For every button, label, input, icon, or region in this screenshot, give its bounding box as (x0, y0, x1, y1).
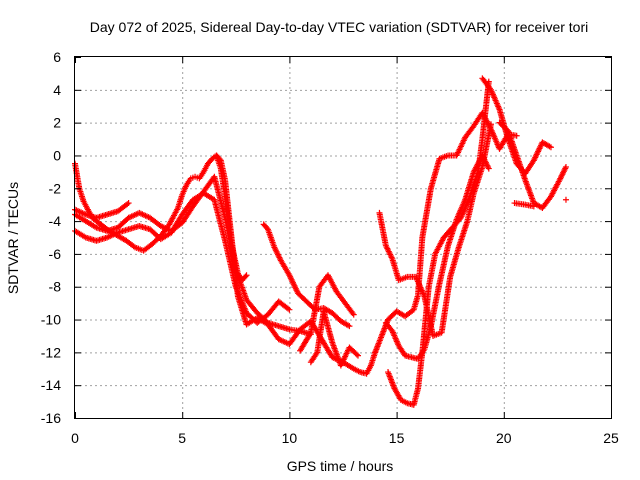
trail-marker (285, 305, 292, 312)
data-point (562, 196, 569, 203)
data-point (485, 165, 492, 172)
y-axis-title: SDTVAR / TECUs (5, 182, 21, 294)
data-point (125, 200, 132, 207)
x-tick-label: 25 (603, 430, 619, 446)
data-marks (72, 75, 569, 408)
y-tick-label: 0 (53, 147, 61, 163)
y-tick-label: 4 (53, 82, 61, 98)
x-axis-title: GPS time / hours (287, 458, 394, 474)
y-tick-label: -6 (49, 246, 62, 262)
y-tick-label: -8 (49, 279, 62, 295)
series-5 (213, 152, 379, 377)
series-9 (372, 109, 520, 356)
series-8 (307, 308, 362, 369)
grid (75, 57, 611, 418)
data-point (547, 144, 554, 151)
series-12 (385, 78, 492, 408)
data-point (562, 163, 569, 170)
y-tick-label: 6 (53, 49, 61, 65)
series-4 (72, 200, 132, 221)
series-11 (382, 152, 492, 362)
series-10 (376, 121, 494, 339)
data-point (350, 311, 357, 318)
y-tick-label: -16 (41, 410, 61, 426)
data-point (355, 352, 362, 359)
series-6 (260, 221, 353, 330)
series-16 (562, 196, 569, 203)
series-7 (297, 272, 357, 354)
chart-title: Day 072 of 2025, Sidereal Day-to-day VTE… (90, 19, 589, 35)
trail-marker (242, 273, 249, 280)
series-15 (511, 200, 537, 210)
y-tick-label: -4 (49, 213, 62, 229)
x-tick-label: 15 (389, 430, 405, 446)
x-tick-label: 5 (178, 430, 186, 446)
data-point (530, 203, 537, 210)
trail-marker (307, 331, 314, 338)
data-point (513, 132, 520, 139)
data-point (286, 306, 293, 313)
y-tick-label: -14 (41, 377, 61, 393)
trail-marker (353, 351, 360, 358)
plot-frame (74, 56, 612, 419)
axis-ticks: 0 5 10 15 20 25 -16 -14 -12 -10 -8 -6 -4 -2 0 2 4 6 (41, 49, 619, 446)
series-14 (496, 119, 569, 211)
data-point (487, 121, 494, 128)
x-tick-label: 0 (71, 430, 79, 446)
data-point (243, 272, 250, 279)
y-tick-label: -10 (41, 312, 61, 328)
y-tick-label: -12 (41, 344, 61, 360)
trail-marker (124, 201, 131, 208)
y-tick-label: 2 (53, 115, 61, 131)
x-tick-label: 10 (282, 430, 298, 446)
data-point (346, 323, 353, 330)
x-tick-label: 20 (496, 430, 512, 446)
y-tick-label: -2 (49, 180, 62, 196)
